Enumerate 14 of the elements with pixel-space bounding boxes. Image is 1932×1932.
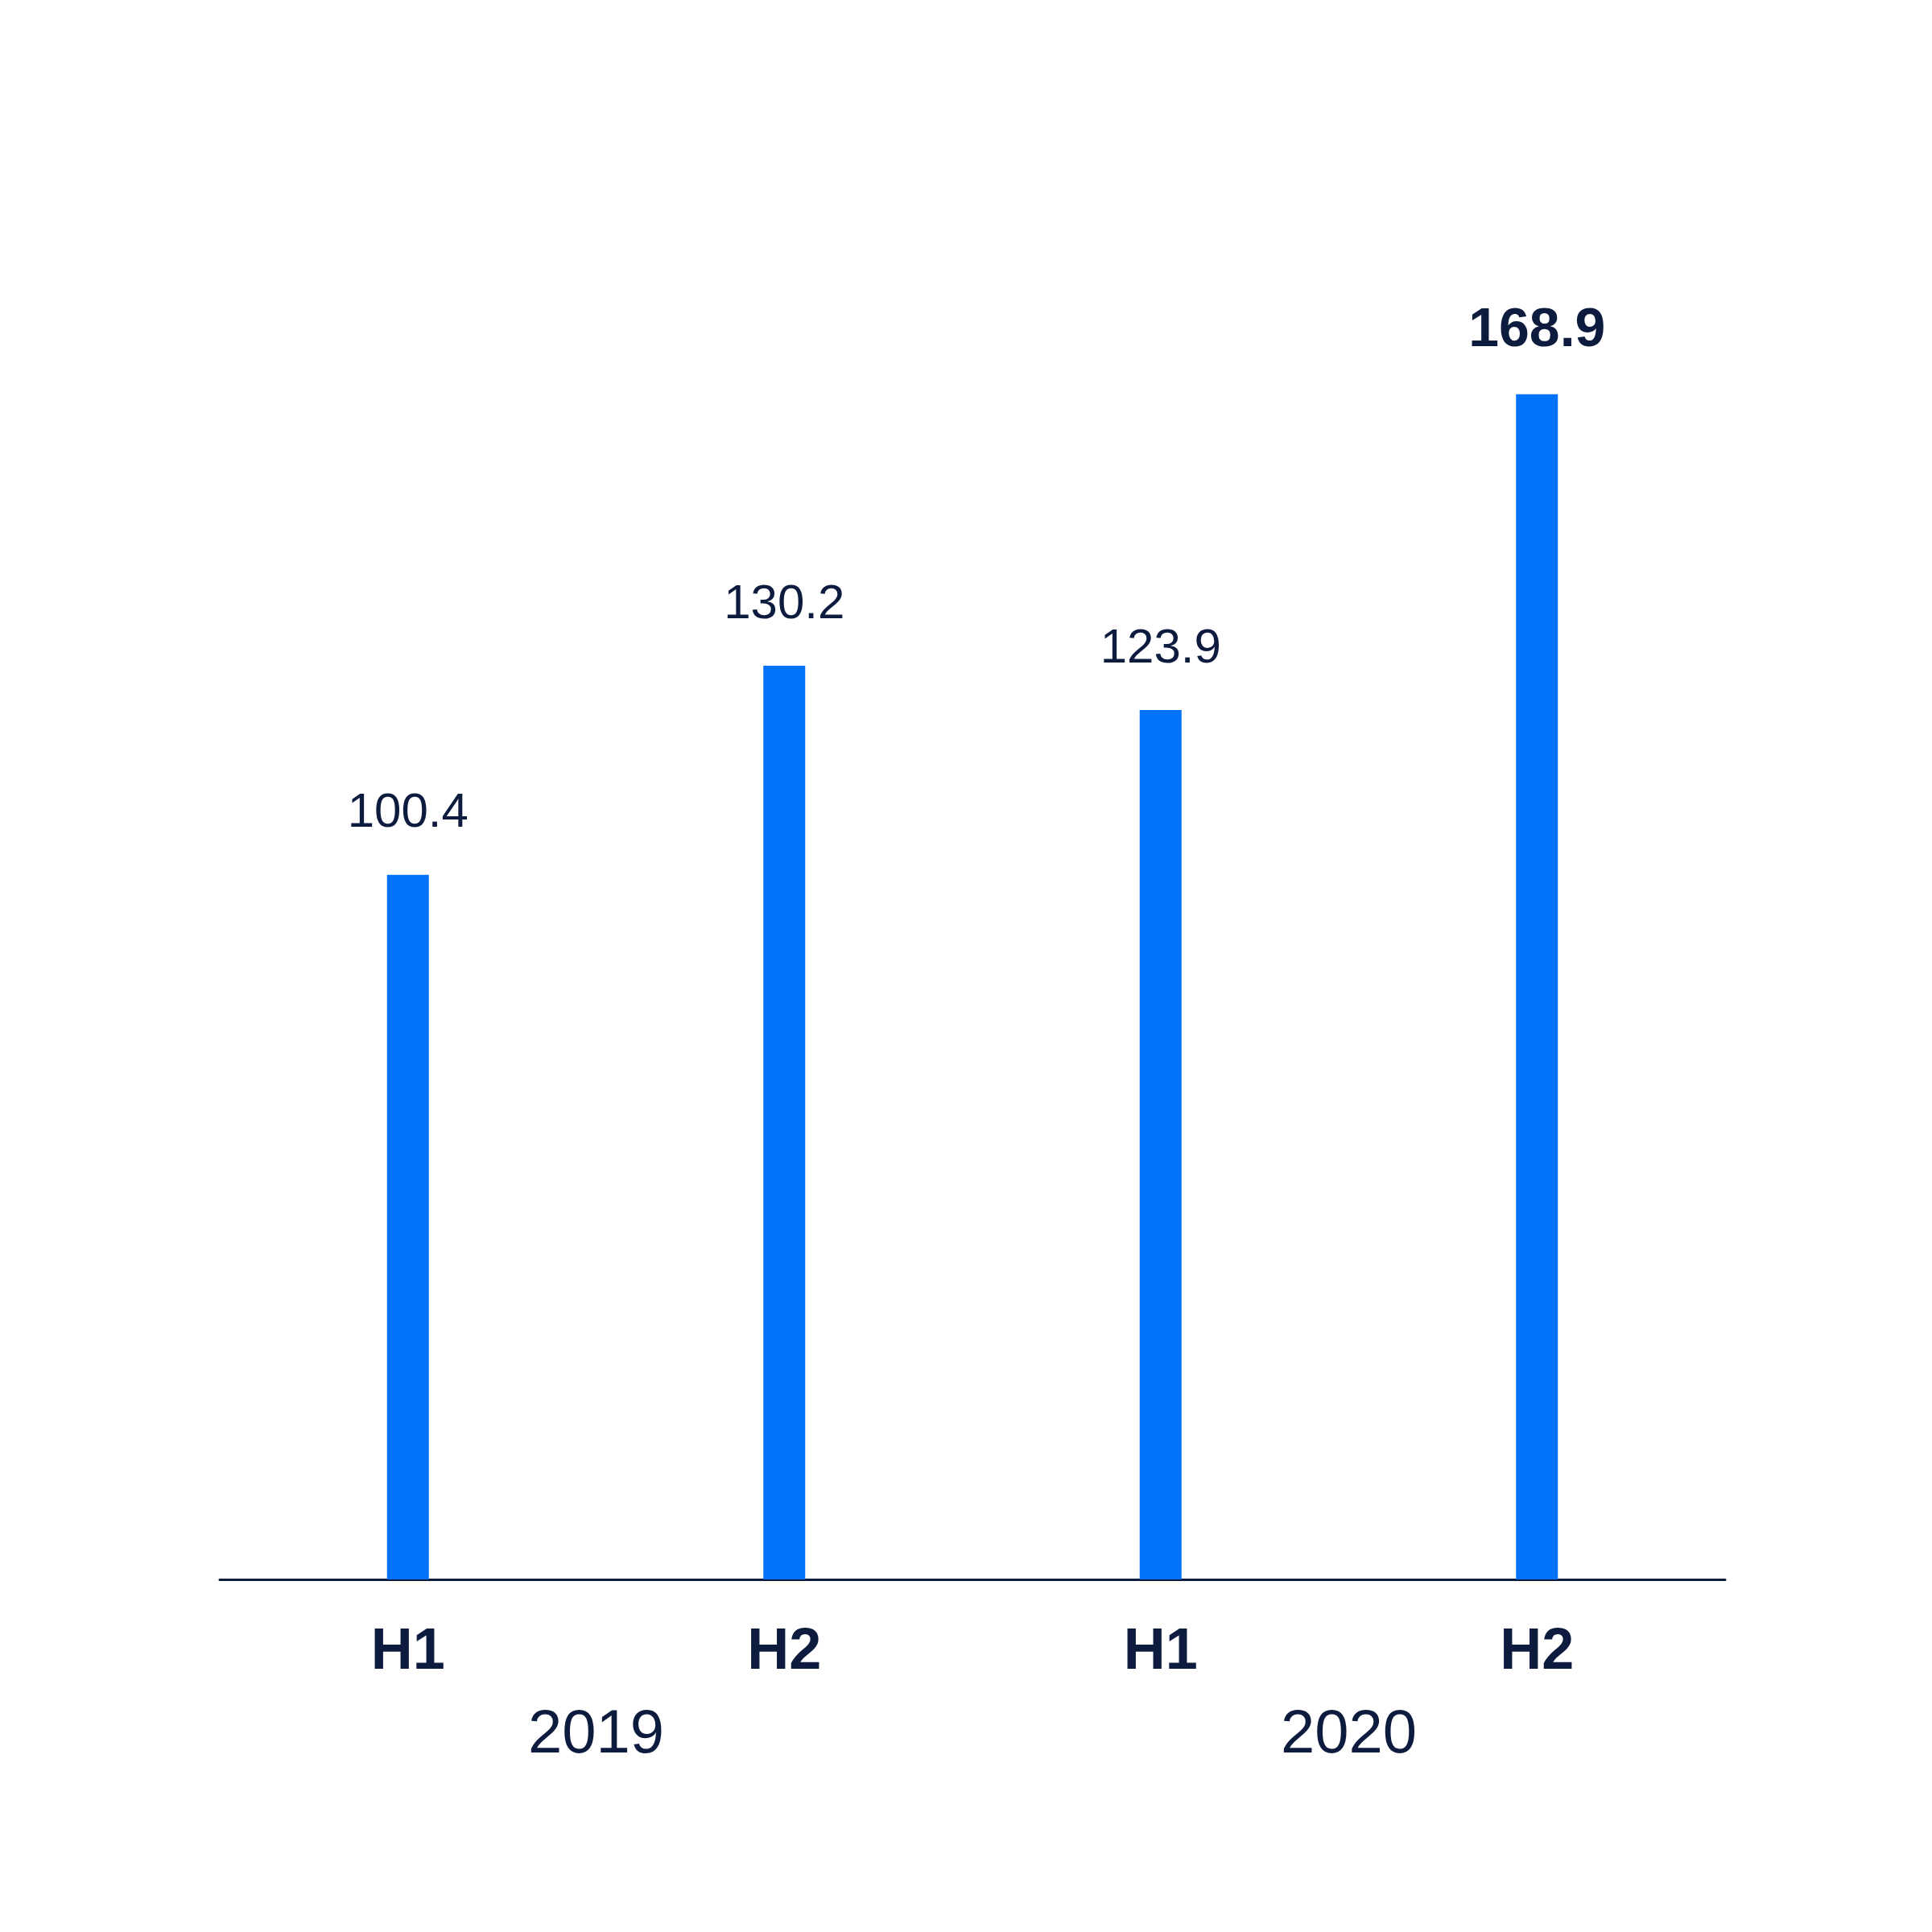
text: 2019 [527,1696,665,1765]
x-tick-label: H1 [1123,1616,1198,1681]
data-label: 168.9 [1468,295,1606,357]
x-tick-label: H2 [747,1616,822,1681]
bar [386,874,429,1579]
data-label: 123.9 [1100,618,1221,673]
x-tick-label: H1 [370,1616,445,1681]
data-label: 130.2 [724,574,845,629]
bar [763,666,806,1579]
data-label: 100.4 [347,783,469,838]
text: 2020 [1280,1696,1418,1765]
x-tick-label: H2 [1500,1616,1575,1681]
bar [1516,394,1558,1579]
bar [1139,710,1182,1579]
